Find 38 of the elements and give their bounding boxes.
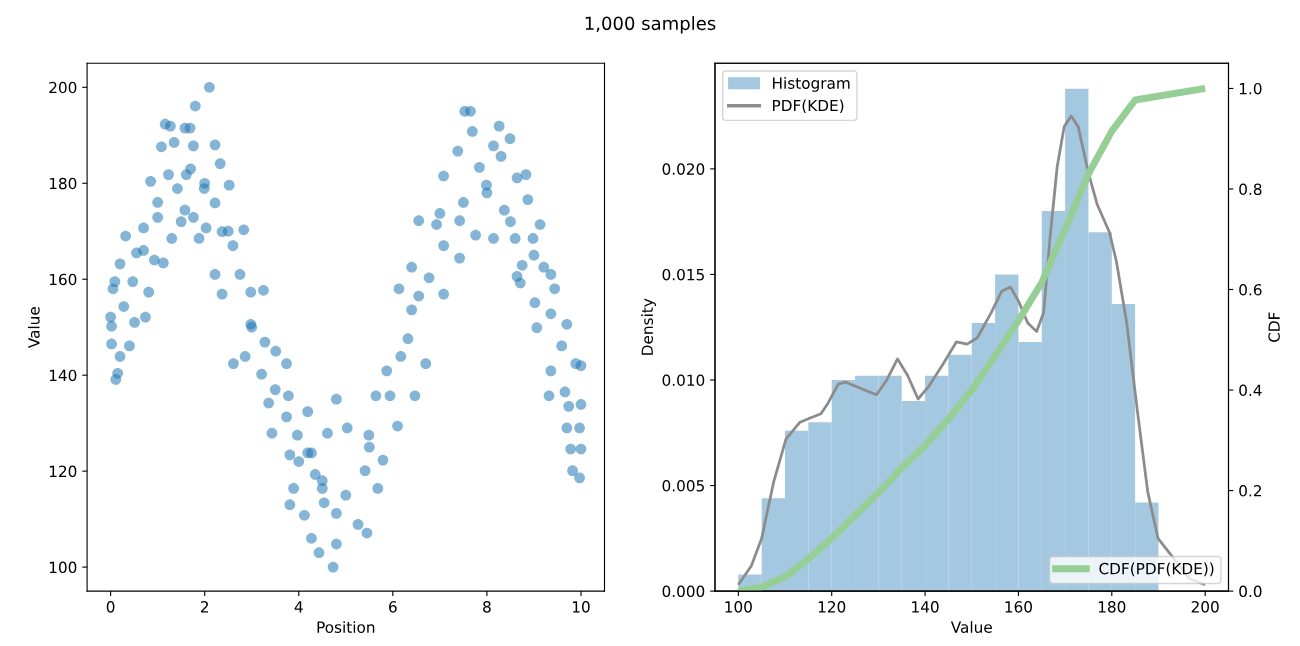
y-tick-label: 160 [49, 273, 77, 286]
y2-axis-title: CDF [1268, 312, 1280, 342]
y-tick-label: 180 [49, 177, 77, 190]
y2-tick-label: 0.0 [1239, 585, 1262, 598]
y-axis-title: Density [641, 298, 656, 355]
y2-tick-label: 0.8 [1239, 183, 1262, 195]
y2-tick-label: 0.6 [1239, 283, 1262, 296]
y-axis-title: Value [27, 307, 40, 349]
y-tick-label: 0.020 [662, 163, 705, 175]
legend-label: PDF(KDE) [773, 99, 844, 114]
x-tick-label: 10 [572, 601, 590, 613]
x-tick-label: 180 [1098, 601, 1126, 613]
x-tick-label: 120 [818, 601, 846, 613]
x-tick-label: 4 [294, 601, 303, 613]
x-tick-label: 0 [106, 601, 115, 613]
legend-label: CDF(PDF(KDE)) [1099, 562, 1214, 577]
y-tick-label: 100 [49, 561, 77, 574]
y-tick-label: 200 [49, 81, 77, 94]
x-tick-label: 8 [483, 601, 491, 613]
y-tick-label: 140 [49, 369, 77, 382]
x-axis-title: Value [950, 621, 992, 633]
y-tick-label: 0.015 [662, 268, 704, 281]
y2-tick-label: 0.2 [1239, 485, 1261, 497]
legend-label: Histogram [773, 77, 850, 92]
x-tick-label: 100 [725, 601, 752, 613]
y-tick-label: 0.000 [662, 585, 705, 598]
x-tick-label: 140 [912, 601, 939, 613]
x-tick-label: 160 [1005, 601, 1032, 613]
x-axis-title: Position [317, 621, 375, 633]
y2-tick-label: 0.4 [1239, 384, 1262, 397]
text: 1,000 samples [585, 16, 716, 34]
x-tick-label: 200 [1191, 601, 1219, 613]
x-tick-label: 6 [389, 601, 397, 613]
y-tick-label: 0.005 [662, 480, 704, 492]
y-tick-label: 0.010 [662, 374, 705, 386]
x-tick-label: 2 [200, 601, 209, 613]
y2-tick-label: 1.0 [1239, 82, 1262, 95]
y-tick-label: 120 [49, 465, 77, 478]
